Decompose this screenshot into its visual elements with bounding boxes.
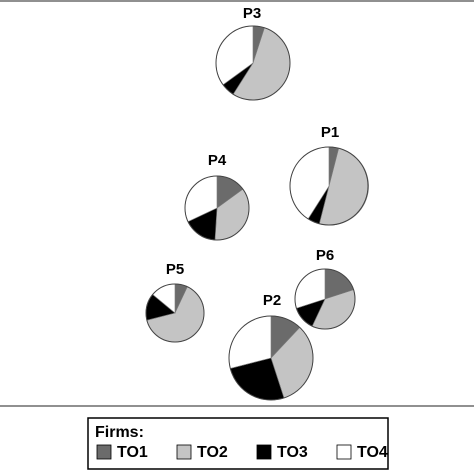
- pie-outline-p6: [294, 268, 356, 330]
- pie-label-p6: P6: [316, 247, 334, 264]
- legend-title: Firms:: [95, 424, 144, 441]
- legend: Firms: TO1 TO2 TO3 TO4: [87, 417, 389, 470]
- legend-label-to3: TO3: [277, 444, 308, 461]
- pies-layer: P3 P1 P4 P5 P6 P2: [145, 5, 369, 401]
- legend-label-to2: TO2: [197, 444, 228, 461]
- pie-outline-p1: [289, 146, 369, 226]
- legend-swatch-to4: [336, 444, 352, 460]
- legend-box: [87, 417, 389, 470]
- legend-label-to1: TO1: [117, 444, 148, 461]
- legend-swatch-to2: [176, 444, 192, 460]
- pie-outline-p3: [215, 25, 291, 101]
- pie-label-p2: P2: [263, 292, 281, 309]
- pie-label-p1: P1: [321, 124, 339, 141]
- pie-outline-p5: [145, 283, 205, 343]
- pie-label-p5: P5: [166, 261, 184, 278]
- legend-swatch-to1: [96, 444, 112, 460]
- legend-label-to4: TO4: [357, 444, 388, 461]
- pie-outline-p4: [184, 175, 250, 241]
- legend-swatch-to3: [256, 444, 272, 460]
- pie-label-p4: P4: [208, 152, 227, 169]
- pie-label-p3: P3: [243, 5, 261, 22]
- pie-outline-p2: [228, 315, 314, 401]
